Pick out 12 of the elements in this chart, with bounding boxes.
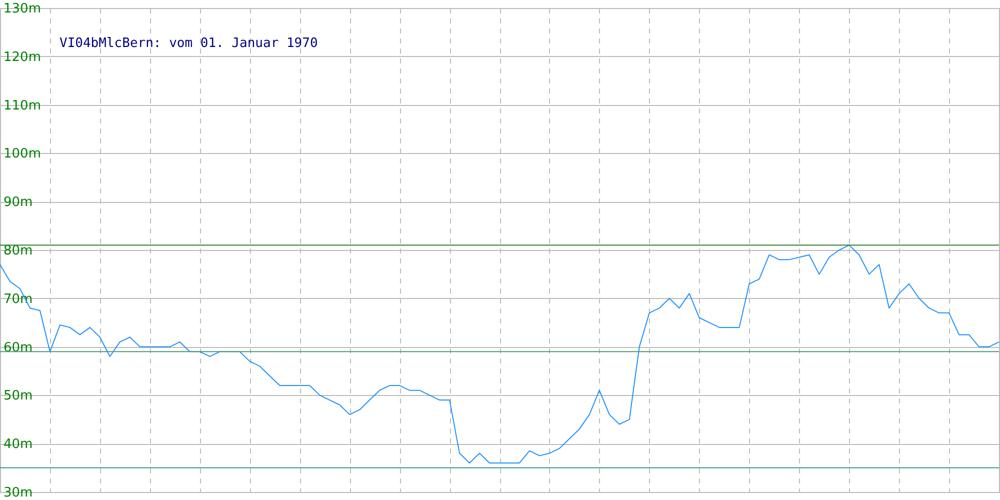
y-tick-label: 100m bbox=[4, 146, 41, 162]
y-tick-label: 50m bbox=[4, 388, 33, 404]
y-tick-label: 90m bbox=[4, 195, 33, 210]
y-tick-label: 30m bbox=[4, 486, 33, 500]
y-tick-label: 40m bbox=[4, 437, 33, 452]
y-tick-label: 110m bbox=[4, 98, 41, 114]
y-tick-label: 130m bbox=[4, 2, 41, 16]
y-tick-label: 80m bbox=[4, 244, 33, 258]
y-tick-label: 120m bbox=[4, 50, 41, 65]
line-series bbox=[0, 244, 1000, 464]
text: VI04bMlcBern: vom 01. Januar 1970 bbox=[60, 36, 318, 51]
y-tick-label: 60m bbox=[4, 340, 33, 356]
